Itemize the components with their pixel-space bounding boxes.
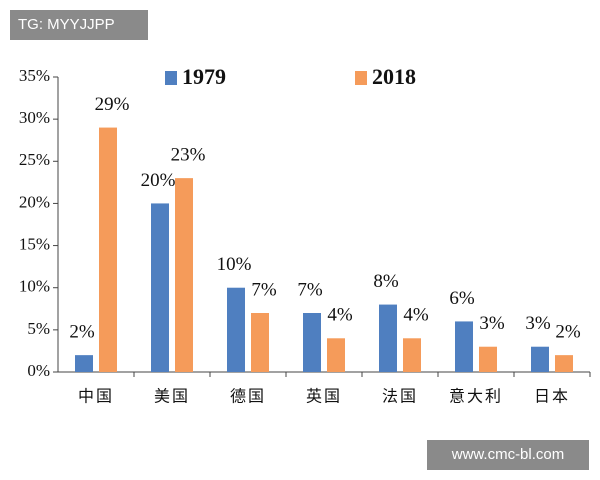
legend-swatch bbox=[355, 71, 367, 85]
bar bbox=[99, 127, 117, 372]
watermark: TG: MYYJJPP bbox=[18, 16, 115, 33]
x-tick-label: 法国 bbox=[382, 387, 418, 406]
legend-swatch bbox=[165, 71, 177, 85]
y-tick-label: 0% bbox=[27, 361, 50, 380]
legend-label: 1979 bbox=[182, 64, 226, 89]
y-tick-label: 35% bbox=[19, 66, 50, 85]
legend-label: 2018 bbox=[372, 64, 416, 89]
bar bbox=[455, 321, 473, 372]
value-label: 4% bbox=[403, 305, 429, 326]
bar bbox=[151, 203, 169, 372]
value-label: 8% bbox=[373, 271, 399, 292]
watermark: www.cmc-bl.com bbox=[451, 446, 565, 463]
value-label: 6% bbox=[449, 288, 475, 309]
x-tick-label: 日本 bbox=[534, 387, 570, 406]
bar bbox=[175, 178, 193, 372]
y-tick-label: 5% bbox=[27, 319, 50, 338]
y-tick-label: 20% bbox=[19, 192, 50, 211]
bar bbox=[227, 287, 245, 372]
x-tick-label: 意大利 bbox=[449, 387, 503, 406]
value-label: 2% bbox=[69, 322, 95, 343]
bar bbox=[555, 355, 573, 372]
watermark-box bbox=[10, 10, 148, 40]
x-tick-label: 德国 bbox=[230, 387, 266, 406]
x-tick-label: 中国 bbox=[78, 387, 114, 406]
y-tick-label: 15% bbox=[19, 234, 50, 253]
value-label: 7% bbox=[297, 279, 323, 300]
bar bbox=[327, 338, 345, 372]
value-label: 3% bbox=[525, 313, 551, 334]
bar bbox=[379, 304, 397, 372]
y-tick-label: 10% bbox=[19, 277, 50, 296]
bar bbox=[479, 346, 497, 372]
value-label: 2% bbox=[555, 322, 581, 343]
value-label: 7% bbox=[251, 279, 277, 300]
bar bbox=[303, 313, 321, 372]
value-label: 20% bbox=[141, 170, 176, 191]
bar bbox=[531, 346, 549, 372]
y-tick-label: 30% bbox=[19, 108, 50, 127]
watermark-box bbox=[427, 440, 589, 470]
value-label: 23% bbox=[171, 145, 206, 166]
bar bbox=[403, 338, 421, 372]
y-tick-label: 25% bbox=[19, 150, 50, 169]
x-tick-label: 美国 bbox=[154, 387, 190, 406]
value-label: 10% bbox=[217, 254, 252, 275]
bar bbox=[75, 355, 93, 372]
x-tick-label: 英国 bbox=[306, 387, 342, 406]
value-label: 29% bbox=[95, 94, 130, 115]
bar bbox=[251, 313, 269, 372]
value-label: 3% bbox=[479, 313, 505, 334]
value-label: 4% bbox=[327, 305, 353, 326]
